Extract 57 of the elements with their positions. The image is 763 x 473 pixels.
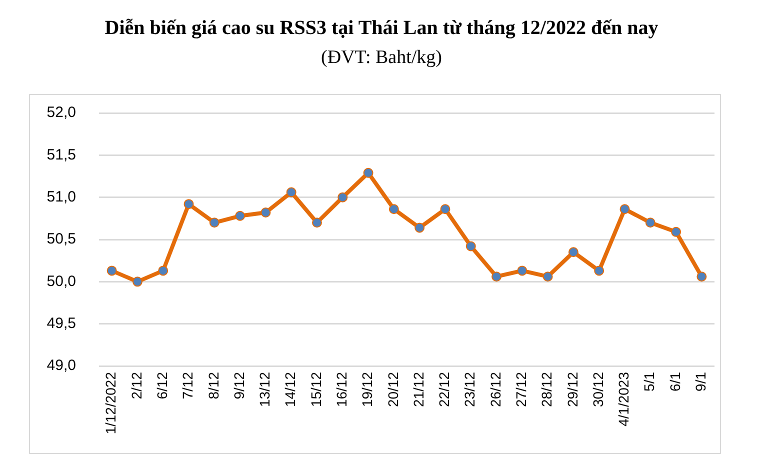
point (671, 226, 682, 237)
x-tick-label: 29/12 (564, 372, 580, 408)
y-tick-label: 51,0 (46, 188, 76, 206)
point (209, 218, 220, 228)
point (594, 266, 604, 276)
y-tick-label: 52,0 (46, 104, 76, 122)
y-tick-label: 51,5 (46, 146, 76, 164)
x-tick-label: 7/12 (180, 372, 196, 400)
point (696, 272, 707, 282)
x-tick-label: 14/12 (282, 372, 298, 408)
point (338, 192, 348, 202)
point (106, 266, 117, 276)
x-tick-label: 6/1 (666, 372, 683, 392)
x-tick-label: 4/1/2023 (616, 372, 632, 426)
x-tick-label: 9/1 (692, 372, 709, 392)
point (312, 218, 322, 228)
x-tick-label: 16/12 (333, 372, 350, 408)
point (235, 210, 246, 221)
y-tick-label: 50,0 (46, 272, 76, 290)
point (286, 187, 296, 198)
x-tick-label: 5/1 (641, 372, 658, 392)
x-tick-label: 27/12 (513, 372, 530, 408)
point (440, 204, 450, 214)
x-tick-label: 13/12 (256, 372, 273, 408)
point (414, 222, 425, 233)
point (363, 168, 374, 178)
x-tick-label: 20/12 (384, 372, 401, 408)
x-tick-label: 2/12 (128, 372, 144, 400)
x-tick-label: 28/12 (538, 372, 555, 408)
point (620, 204, 630, 214)
y-tick-label: 49,5 (46, 314, 76, 332)
y-tick-label: 49,0 (46, 357, 76, 374)
x-tick-label: 30/12 (590, 372, 606, 408)
point (492, 272, 502, 282)
x-tick-label: 15/12 (308, 372, 324, 408)
x-tick-label: 22/12 (436, 372, 452, 408)
x-tick-label: 9/12 (230, 372, 247, 400)
chart-subtitle: (ĐVT: Baht/kg) (320, 46, 443, 70)
x-tick-label: 19/12 (359, 372, 376, 408)
point (645, 218, 656, 228)
x-tick-label: 26/12 (487, 372, 504, 408)
point (158, 266, 168, 276)
x-tick-label: 1/12/2022 (102, 372, 119, 434)
point (132, 276, 142, 287)
chart-title: Diễn biến giá cao su RSS3 tại Thái Lan từ tháng 12/2022 đến nay (104, 16, 660, 41)
x-tick-label: 6/12 (154, 372, 170, 400)
point (568, 247, 578, 258)
point (388, 204, 399, 214)
y-tick-label: 50,5 (46, 230, 76, 248)
point (542, 272, 553, 282)
point (184, 199, 194, 210)
point (517, 266, 528, 276)
x-tick-label: 8/12 (205, 372, 222, 400)
x-tick-label: 23/12 (462, 372, 478, 408)
point (466, 241, 476, 252)
x-tick-label: 21/12 (410, 372, 426, 408)
point (260, 208, 271, 218)
